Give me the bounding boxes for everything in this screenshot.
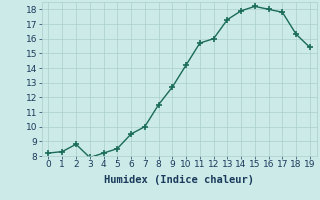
X-axis label: Humidex (Indice chaleur): Humidex (Indice chaleur)	[104, 175, 254, 185]
